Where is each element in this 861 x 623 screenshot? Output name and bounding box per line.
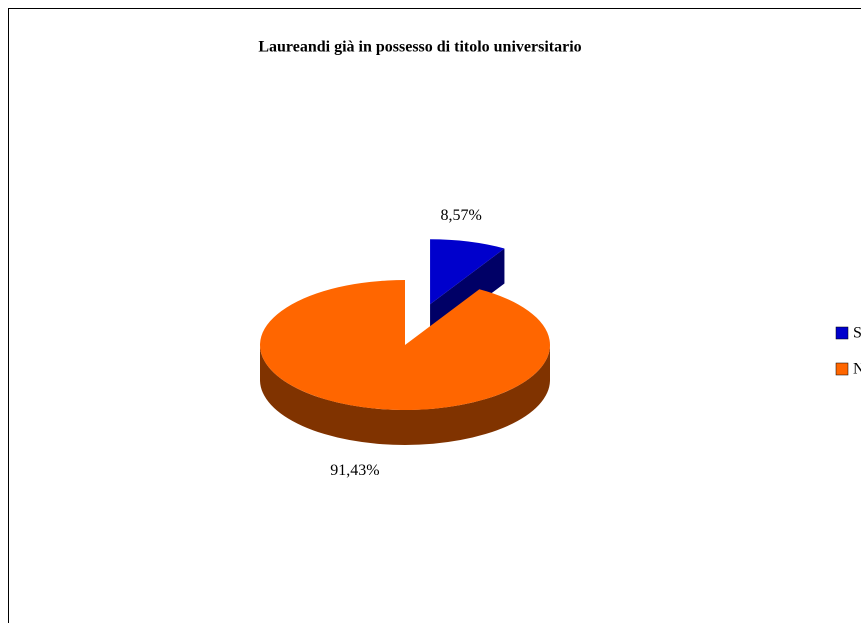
legend-swatch	[835, 326, 849, 340]
pie-slice	[430, 239, 505, 305]
data-label: 91,43%	[330, 462, 379, 479]
pie-slice	[259, 280, 550, 410]
slice-side	[260, 345, 550, 445]
legend-label: Sì	[853, 325, 861, 342]
chart-title: Laureandi già in possesso di titolo univ…	[258, 39, 581, 56]
legend-label: No	[853, 361, 861, 378]
data-label: 8,57%	[440, 207, 481, 224]
legend-swatch	[835, 362, 849, 376]
